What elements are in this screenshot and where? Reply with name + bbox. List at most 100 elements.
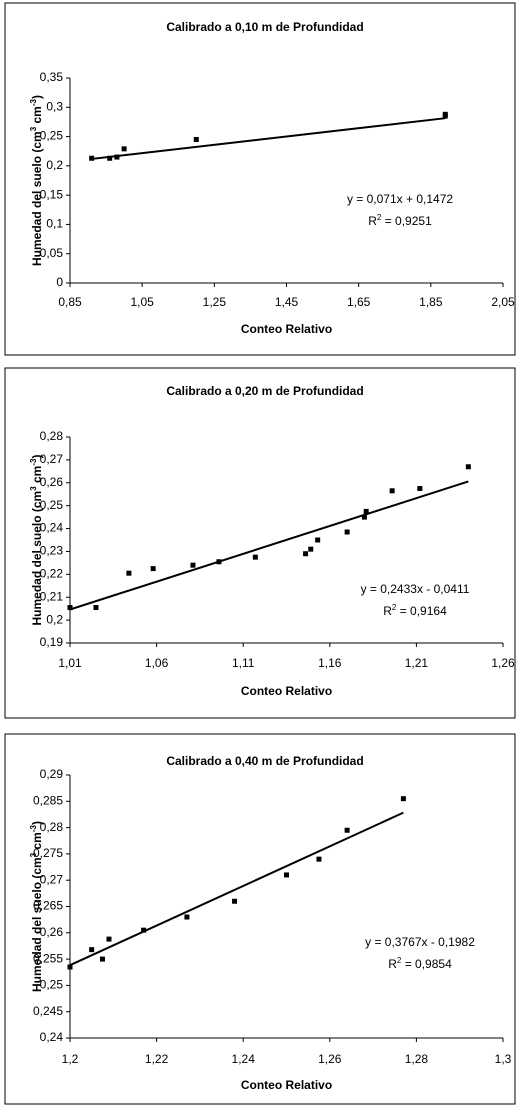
y-tick-label: 0,25 xyxy=(40,129,64,143)
y-tick-label: 0,23 xyxy=(40,544,64,558)
point xyxy=(89,947,95,953)
point xyxy=(361,514,367,520)
y-tick-label: 0,28 xyxy=(40,820,64,834)
panel-frame xyxy=(4,733,516,1105)
point xyxy=(141,927,147,933)
trendline xyxy=(69,811,404,967)
y-tick-label: 0 xyxy=(56,275,63,289)
y-tick-label: 0,21 xyxy=(40,589,64,603)
y-tick-label: 0,22 xyxy=(40,567,64,581)
x-tick-label: 1,01 xyxy=(58,656,82,670)
y-tick-label: 0,275 xyxy=(33,846,63,860)
x-tick-label: 1,28 xyxy=(405,1052,429,1066)
chart-title: Calibrado a 0,40 m de Profundidad xyxy=(166,754,363,768)
y-tick-label: 0,2 xyxy=(46,158,63,172)
y-tick-label: 0,25 xyxy=(40,978,64,992)
y-label-part: Humedad del suelo (cm xyxy=(30,131,44,266)
y-tick-label: 0,265 xyxy=(33,899,63,913)
y-axis-label: Humedad del suelo (cm3 cm-3) xyxy=(29,455,45,626)
y-label-part: cm xyxy=(30,106,44,127)
point xyxy=(303,551,309,557)
y-tick-label: 0,28 xyxy=(40,429,64,443)
equation: y = 0,071x + 0,1472 xyxy=(347,192,453,206)
x-tick-label: 1,05 xyxy=(130,295,154,309)
y-label-part: 3 xyxy=(29,486,38,491)
x-tick-label: 1,11 xyxy=(232,656,255,670)
y-label-part: Humedad del suelo (cm xyxy=(30,491,44,626)
r2-part: 2 xyxy=(397,956,402,965)
x-tick-label: 1,06 xyxy=(145,656,169,670)
x-tick-label: 0,85 xyxy=(58,295,82,309)
x-tick-label: 1,3 xyxy=(495,1052,512,1066)
r2-part: R xyxy=(388,957,397,971)
r-squared: R2 = 0,9164 xyxy=(383,603,447,619)
x-tick-label: 1,16 xyxy=(318,656,342,670)
point xyxy=(67,605,73,611)
r2-part: = 0,9251 xyxy=(381,214,432,228)
x-tick-label: 1,26 xyxy=(318,1052,342,1066)
y-label-part: ) xyxy=(30,821,44,825)
point xyxy=(442,111,448,117)
y-tick-label: 0,35 xyxy=(40,70,64,84)
x-tick-label: 1,24 xyxy=(232,1052,256,1066)
y-tick-label: 0,24 xyxy=(40,521,64,535)
y-label-part: -3 xyxy=(29,824,38,832)
r2-part: 2 xyxy=(392,603,397,612)
point xyxy=(316,856,322,862)
x-tick-label: 1,65 xyxy=(347,295,371,309)
equation: y = 0,2433x - 0,0411 xyxy=(361,582,470,596)
point xyxy=(308,546,314,552)
trendline xyxy=(69,480,469,611)
point xyxy=(126,570,132,576)
y-tick-label: 0,15 xyxy=(40,187,64,201)
x-tick-label: 1,45 xyxy=(275,295,299,309)
x-tick-label: 1,25 xyxy=(203,295,227,309)
equation: y = 0,3767x - 0,1982 xyxy=(365,935,475,949)
x-tick-label: 1,85 xyxy=(419,295,443,309)
r2-part: 2 xyxy=(377,213,382,222)
y-label-part: ) xyxy=(30,95,44,99)
r2-part: R xyxy=(368,214,377,228)
x-axis-label: Conteo Relativo xyxy=(241,684,332,698)
point xyxy=(150,566,156,572)
panel-frame xyxy=(4,2,516,356)
point xyxy=(193,137,199,142)
y-tick-label: 0,1 xyxy=(46,217,63,231)
y-label-part: cm xyxy=(30,832,44,853)
y-label-part: ) xyxy=(30,455,44,459)
y-tick-label: 0,255 xyxy=(33,951,63,965)
y-label-part: 3 xyxy=(29,852,38,857)
point xyxy=(67,964,73,970)
point xyxy=(344,827,350,833)
y-tick-label: 0,3 xyxy=(46,99,63,113)
r2-part: = 0,9854 xyxy=(401,957,452,971)
y-axis-label: Humedad del suelo (cm3 cm-3) xyxy=(29,821,45,992)
chart-title: Calibrado a 0,10 m de Profundidad xyxy=(166,20,363,34)
point xyxy=(252,554,258,560)
point xyxy=(363,508,369,514)
x-tick-label: 2,05 xyxy=(491,295,515,309)
x-axis-label: Conteo Relativo xyxy=(241,322,332,336)
y-label-part: 3 xyxy=(29,126,38,131)
y-tick-label: 0,29 xyxy=(40,767,64,781)
y-label-part: Humedad del suelo (cm xyxy=(30,857,44,992)
y-axis-label: Humedad del suelo (cm3 cm-3) xyxy=(29,95,45,266)
y-tick-label: 0,27 xyxy=(40,452,64,466)
y-tick-label: 0,24 xyxy=(40,1030,64,1044)
y-tick-label: 0,25 xyxy=(40,498,64,512)
y-tick-label: 0,27 xyxy=(40,872,64,886)
y-tick-label: 0,2 xyxy=(46,612,63,626)
panel-frame xyxy=(4,367,516,719)
point xyxy=(99,956,105,962)
x-tick-label: 1,21 xyxy=(405,656,429,670)
r-squared: R2 = 0,9251 xyxy=(368,213,432,229)
point xyxy=(284,872,289,878)
y-tick-label: 0,19 xyxy=(40,635,64,649)
point xyxy=(389,488,395,494)
point xyxy=(121,146,127,152)
y-tick-label: 0,05 xyxy=(40,246,64,260)
x-axis-label: Conteo Relativo xyxy=(241,1078,332,1092)
point xyxy=(216,559,222,565)
trendline xyxy=(91,117,446,160)
